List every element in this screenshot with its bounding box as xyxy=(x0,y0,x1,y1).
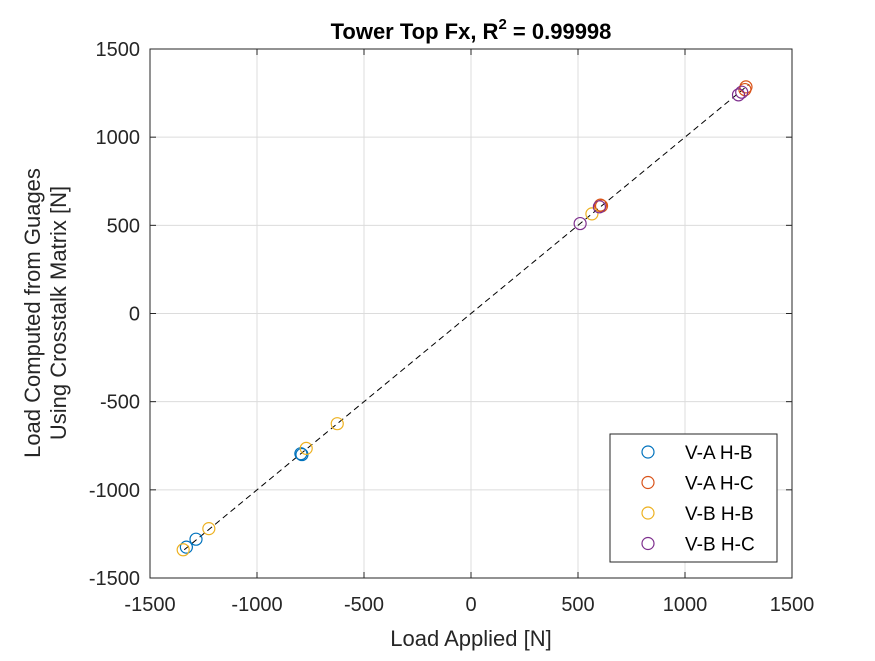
x-tick-label: -1000 xyxy=(231,594,282,616)
y-tick-labels: -1500 -1000 -500 0 500 1000 1500 xyxy=(89,39,140,590)
series-3 xyxy=(176,207,599,557)
chart-title-superscript: 2 xyxy=(498,16,506,33)
data-point xyxy=(299,441,313,455)
data-point xyxy=(731,88,746,102)
legend-marker xyxy=(641,506,655,520)
legend-marker xyxy=(641,445,655,459)
y-tick-label: -1000 xyxy=(89,480,140,502)
x-tick-label: 1500 xyxy=(770,594,815,616)
legend-marker xyxy=(641,475,655,490)
x-tick-label: 1000 xyxy=(663,594,708,616)
legend-entry: V-A H-B xyxy=(641,443,753,464)
data-point xyxy=(585,207,599,221)
reference-line xyxy=(183,83,750,551)
data-point xyxy=(202,522,216,536)
data-point xyxy=(592,200,607,214)
y-axis-label-line2: Using Crosstalk Matrix [N] xyxy=(46,186,71,440)
y-tick-label: 500 xyxy=(107,215,140,237)
legend: V-A H-B V-A H-C V-B H-B V-B H-C xyxy=(609,433,778,563)
legend-label: V-A H-C xyxy=(685,474,754,495)
y-axis-label-line1: Load Computed from Guages xyxy=(20,168,45,458)
x-tick-label: 0 xyxy=(465,594,476,616)
y-tick-label: 0 xyxy=(129,304,140,326)
legend-entry: V-B H-B xyxy=(641,504,754,525)
data-point xyxy=(735,85,749,99)
y-tick-label: -500 xyxy=(100,392,140,414)
y-tick-label: -1500 xyxy=(89,568,140,590)
x-axis-label: Load Applied [N] xyxy=(390,626,551,651)
legend-label: V-A H-B xyxy=(685,443,753,464)
data-point xyxy=(330,417,344,431)
data-point xyxy=(179,540,193,554)
data-point xyxy=(189,532,203,546)
chart-title-suffix: = 0.99998 xyxy=(507,19,612,44)
legend-entry: V-B H-C xyxy=(641,535,755,556)
tick-marks xyxy=(149,48,793,579)
y-tick-label: 1000 xyxy=(96,127,141,149)
data-point xyxy=(573,216,587,231)
x-tick-label: 500 xyxy=(561,594,594,616)
legend-entry: V-A H-C xyxy=(641,474,754,495)
legend-label: V-B H-B xyxy=(685,504,754,525)
chart-title: Tower Top Fx, R2 = 0.99998 xyxy=(331,16,612,44)
reference-line-group xyxy=(183,83,750,551)
legend-marker xyxy=(641,536,655,551)
data-point xyxy=(593,198,608,212)
chart-title-main: Tower Top Fx, R xyxy=(331,19,499,44)
x-tick-labels: -1500 -1000 -500 0 500 1000 1500 xyxy=(124,594,814,616)
x-tick-label: -1500 xyxy=(124,594,175,616)
data-point xyxy=(294,447,308,461)
data-point xyxy=(176,543,190,557)
x-tick-label: -500 xyxy=(344,594,384,616)
legend-box xyxy=(609,433,778,563)
data-points xyxy=(176,80,753,557)
legend-label: V-B H-C xyxy=(685,535,755,556)
y-tick-label: 1500 xyxy=(96,39,141,61)
series-4 xyxy=(573,85,749,231)
